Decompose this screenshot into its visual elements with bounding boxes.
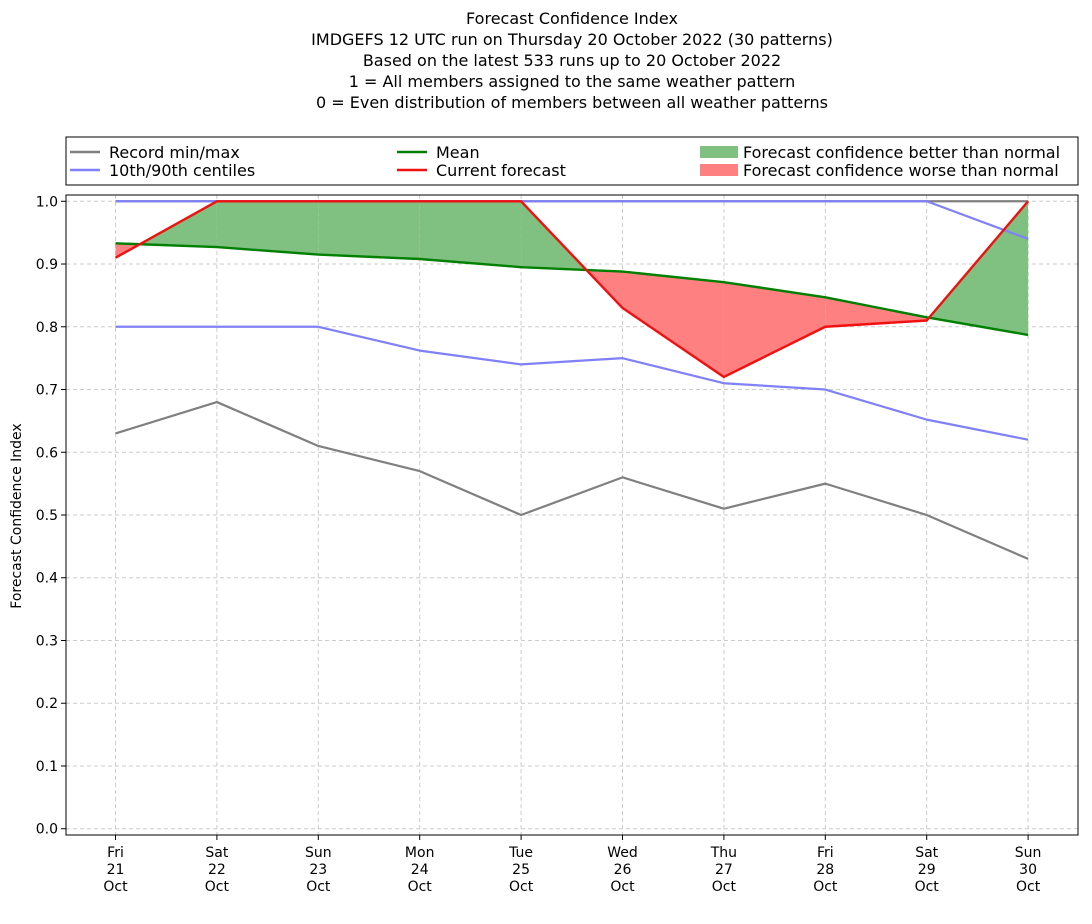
worse-than-normal-area: [825, 297, 927, 327]
y-tick-label: 1.0: [36, 194, 58, 210]
title-line-5: 0 = Even distribution of members between…: [316, 93, 828, 112]
legend-label: Forecast confidence worse than normal: [743, 161, 1059, 180]
y-tick-label: 0.5: [36, 508, 58, 524]
x-tick-label: Fri 21 Oct: [103, 845, 128, 895]
y-tick-label: 0.6: [36, 445, 58, 461]
y-tick-label: 0.7: [36, 383, 58, 399]
x-tick-label: Sat 29 Oct: [915, 845, 940, 895]
worse-than-normal-area: [622, 271, 724, 377]
better-than-normal-area: [419, 201, 522, 268]
legend-label: Forecast confidence better than normal: [743, 143, 1060, 162]
y-tick-label: 0.8: [36, 320, 58, 336]
chart-title: Forecast Confidence Index IMDGEFS 12 UTC…: [311, 9, 833, 112]
title-line-4: 1 = All members assigned to the same wea…: [349, 72, 796, 91]
x-tick-label: Sat 22 Oct: [205, 845, 230, 895]
series-lines: [114, 200, 1030, 560]
better-than-normal-area: [216, 201, 319, 255]
x-tick-label: Sun 30 Oct: [1015, 845, 1042, 895]
x-tick-label: Sun 23 Oct: [305, 845, 332, 895]
mean-line: [115, 242, 1029, 337]
worse-than-normal-area: [723, 282, 826, 377]
y-tick-label: 0.0: [36, 822, 58, 838]
legend-frame: [65, 136, 1079, 186]
x-axis: Fri 21 Oct Sat 22 Oct Sun 23 Oct Mon 24 Oct Tue 25 Oct…: [103, 835, 1041, 895]
legend-swatch: [700, 164, 738, 176]
y-axis-label: Forecast Confidence Index: [9, 423, 25, 608]
y-tick-label: 0.1: [36, 759, 58, 775]
better-than-normal-area: [318, 201, 420, 259]
x-tick-label: Fri 28 Oct: [813, 845, 838, 895]
centile-10-line: [115, 325, 1029, 441]
y-axis: 0.0 0.1 0.2 0.3 0.4 0.5 0.6 0.7 0.8 0.9 1.0: [36, 194, 66, 838]
y-tick-label: 0.9: [36, 257, 58, 273]
legend: Record min/max Mean Forecast confidence be…: [65, 136, 1079, 186]
legend-label: Record min/max: [109, 143, 240, 162]
legend-label: Current forecast: [436, 161, 566, 180]
title-line-1: Forecast Confidence Index: [466, 9, 678, 28]
x-tick-label: Mon 24 Oct: [405, 845, 435, 895]
current-forecast-line: [114, 200, 1030, 379]
x-tick-label: Thu 27 Oct: [710, 845, 737, 895]
title-line-3: Based on the latest 533 runs up to 20 Oc…: [363, 51, 781, 70]
legend-swatch: [700, 146, 738, 158]
y-tick-label: 0.2: [36, 696, 58, 712]
confidence-fills: [115, 201, 1029, 377]
y-tick-label: 0.3: [36, 633, 58, 649]
y-tick-label: 0.4: [36, 571, 58, 587]
legend-label: 10th/90th centiles: [109, 161, 255, 180]
legend-label: Mean: [436, 143, 480, 162]
x-tick-label: Tue 25 Oct: [508, 845, 534, 895]
title-line-2: IMDGEFS 12 UTC run on Thursday 20 Octobe…: [311, 30, 833, 49]
better-than-normal-area: [929, 201, 1029, 335]
record-min-line: [115, 400, 1029, 560]
x-tick-label: Wed 26 Oct: [607, 845, 638, 895]
